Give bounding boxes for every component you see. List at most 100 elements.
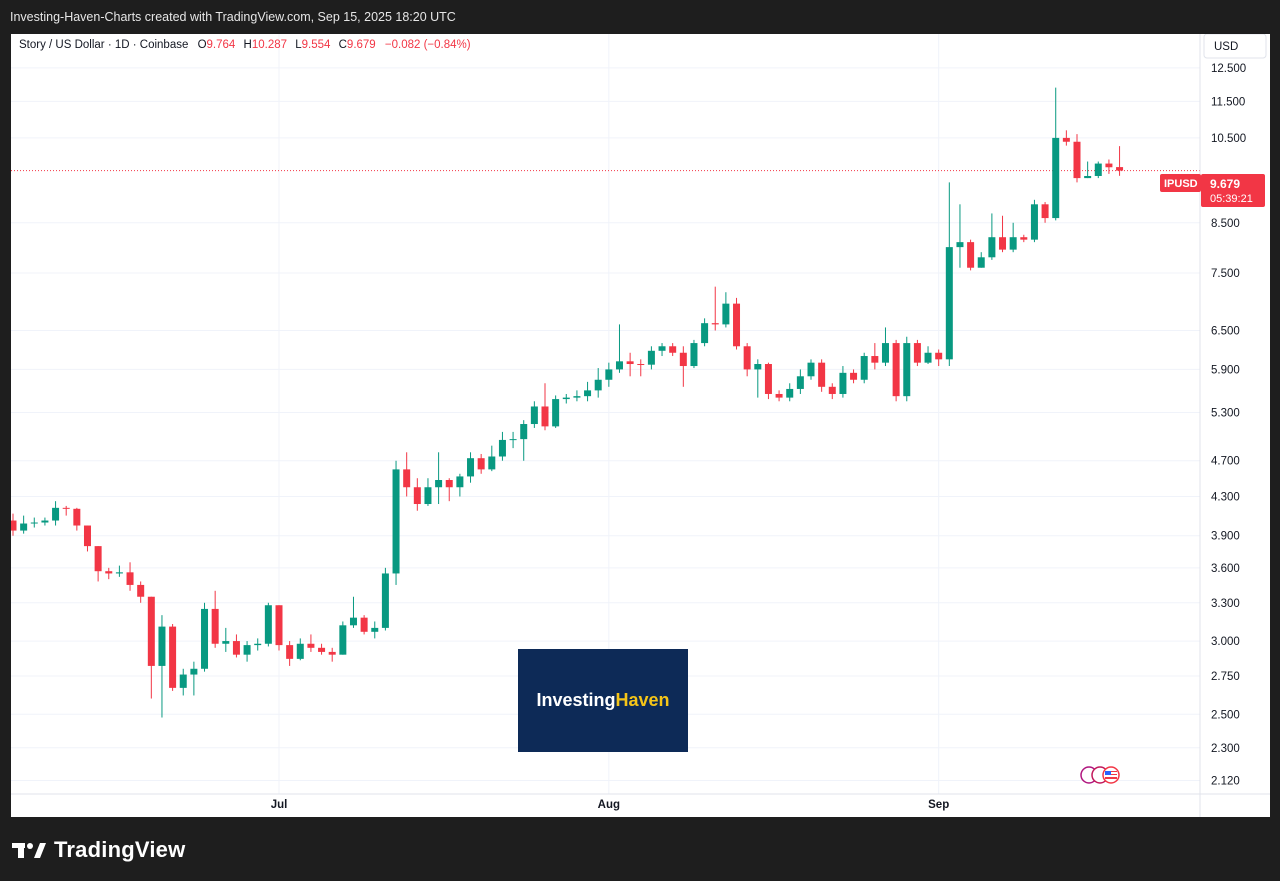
candle[interactable] <box>903 336 911 402</box>
candle[interactable] <box>541 383 549 431</box>
candle[interactable] <box>1094 161 1102 179</box>
candle-body[interactable] <box>477 458 485 470</box>
candle-body[interactable] <box>530 406 538 425</box>
candle[interactable] <box>924 346 932 365</box>
candle-body[interactable] <box>381 573 389 628</box>
candle-body[interactable] <box>115 572 123 574</box>
candle[interactable] <box>935 349 943 367</box>
price-chart[interactable]: 12.500 11.500 10.500 8.500 7.500 6.500 5.900 5.… <box>9 33 1270 817</box>
candle-body[interactable] <box>594 379 602 391</box>
candle-body[interactable] <box>339 625 347 655</box>
candle-body[interactable] <box>201 608 209 669</box>
candle[interactable] <box>190 661 198 696</box>
candle[interactable] <box>584 381 592 402</box>
candle-body[interactable] <box>541 406 549 427</box>
candle-body[interactable] <box>1116 167 1124 171</box>
candle-body[interactable] <box>286 645 294 659</box>
candle[interactable] <box>435 452 443 505</box>
candle-body[interactable] <box>94 546 102 572</box>
candle-body[interactable] <box>424 487 432 505</box>
time-axis[interactable]: Jul Aug Sep <box>271 799 950 811</box>
candle-body[interactable] <box>147 596 155 666</box>
candle[interactable] <box>711 286 719 331</box>
candle[interactable] <box>690 339 698 369</box>
candle[interactable] <box>594 368 602 398</box>
candle[interactable] <box>796 369 804 394</box>
candle[interactable] <box>477 453 485 474</box>
candle-body[interactable] <box>232 641 240 655</box>
candle-body[interactable] <box>1105 163 1113 168</box>
candle-body[interactable] <box>999 237 1007 250</box>
candle-body[interactable] <box>679 352 687 367</box>
candle-body[interactable] <box>584 390 592 397</box>
candle[interactable] <box>488 445 496 472</box>
candle-body[interactable] <box>1062 137 1070 142</box>
candle-body[interactable] <box>658 346 666 351</box>
candle-body[interactable] <box>360 617 368 632</box>
candle[interactable] <box>73 507 81 531</box>
candle[interactable] <box>222 627 230 652</box>
candle-body[interactable] <box>83 525 91 547</box>
candle-body[interactable] <box>573 396 581 398</box>
candle-body[interactable] <box>445 480 453 488</box>
candle-body[interactable] <box>903 343 911 397</box>
candle-body[interactable] <box>41 520 49 523</box>
candle[interactable] <box>945 182 953 367</box>
candles[interactable] <box>9 87 1124 718</box>
candle[interactable] <box>9 513 17 536</box>
candle-body[interactable] <box>190 668 198 675</box>
candle[interactable] <box>105 567 113 580</box>
candle[interactable] <box>871 343 879 370</box>
candle[interactable] <box>169 624 177 691</box>
candle-body[interactable] <box>520 424 528 440</box>
candle-body[interactable] <box>328 651 336 655</box>
candle[interactable] <box>115 565 123 577</box>
candle[interactable] <box>956 204 964 268</box>
candle[interactable] <box>41 517 49 526</box>
candle[interactable] <box>828 383 836 400</box>
candle-body[interactable] <box>222 641 230 644</box>
candle[interactable] <box>456 473 464 497</box>
candle[interactable] <box>913 339 921 367</box>
candle[interactable] <box>733 297 741 350</box>
candle-body[interactable] <box>1009 237 1017 250</box>
candle[interactable] <box>605 362 613 387</box>
candle-body[interactable] <box>243 645 251 655</box>
candle-body[interactable] <box>647 350 655 365</box>
candle-body[interactable] <box>1084 175 1092 179</box>
candle[interactable] <box>647 346 655 370</box>
candle[interactable] <box>637 359 645 377</box>
candle[interactable] <box>158 615 166 718</box>
candle[interactable] <box>626 352 634 377</box>
candle-body[interactable] <box>73 508 81 526</box>
candle-body[interactable] <box>818 362 826 387</box>
candle[interactable] <box>307 634 315 652</box>
candle-body[interactable] <box>498 439 506 457</box>
candle-body[interactable] <box>669 346 677 353</box>
candle[interactable] <box>679 346 687 387</box>
candle-body[interactable] <box>945 247 953 360</box>
candle[interactable] <box>1030 199 1038 243</box>
candle[interactable] <box>818 359 826 392</box>
candle-body[interactable] <box>126 572 134 585</box>
candle-body[interactable] <box>1030 204 1038 240</box>
candle-body[interactable] <box>509 439 517 441</box>
candle[interactable] <box>775 390 783 402</box>
candle-body[interactable] <box>892 343 900 397</box>
candle-body[interactable] <box>828 386 836 394</box>
candle[interactable] <box>839 366 847 398</box>
candle[interactable] <box>743 343 751 377</box>
candle[interactable] <box>1009 222 1017 253</box>
candle[interactable] <box>360 615 368 635</box>
candle[interactable] <box>137 581 145 603</box>
candle[interactable] <box>147 596 155 699</box>
candle-body[interactable] <box>296 643 304 659</box>
candle-body[interactable] <box>552 399 560 427</box>
candle[interactable] <box>1116 146 1124 176</box>
price-axis[interactable]: 12.500 11.500 10.500 8.500 7.500 6.500 5.900 5.… <box>1211 63 1246 788</box>
candle[interactable] <box>381 567 389 631</box>
candle[interactable] <box>94 546 102 582</box>
candle[interactable] <box>424 478 432 506</box>
candle-body[interactable] <box>456 476 464 488</box>
candle-body[interactable] <box>935 352 943 360</box>
